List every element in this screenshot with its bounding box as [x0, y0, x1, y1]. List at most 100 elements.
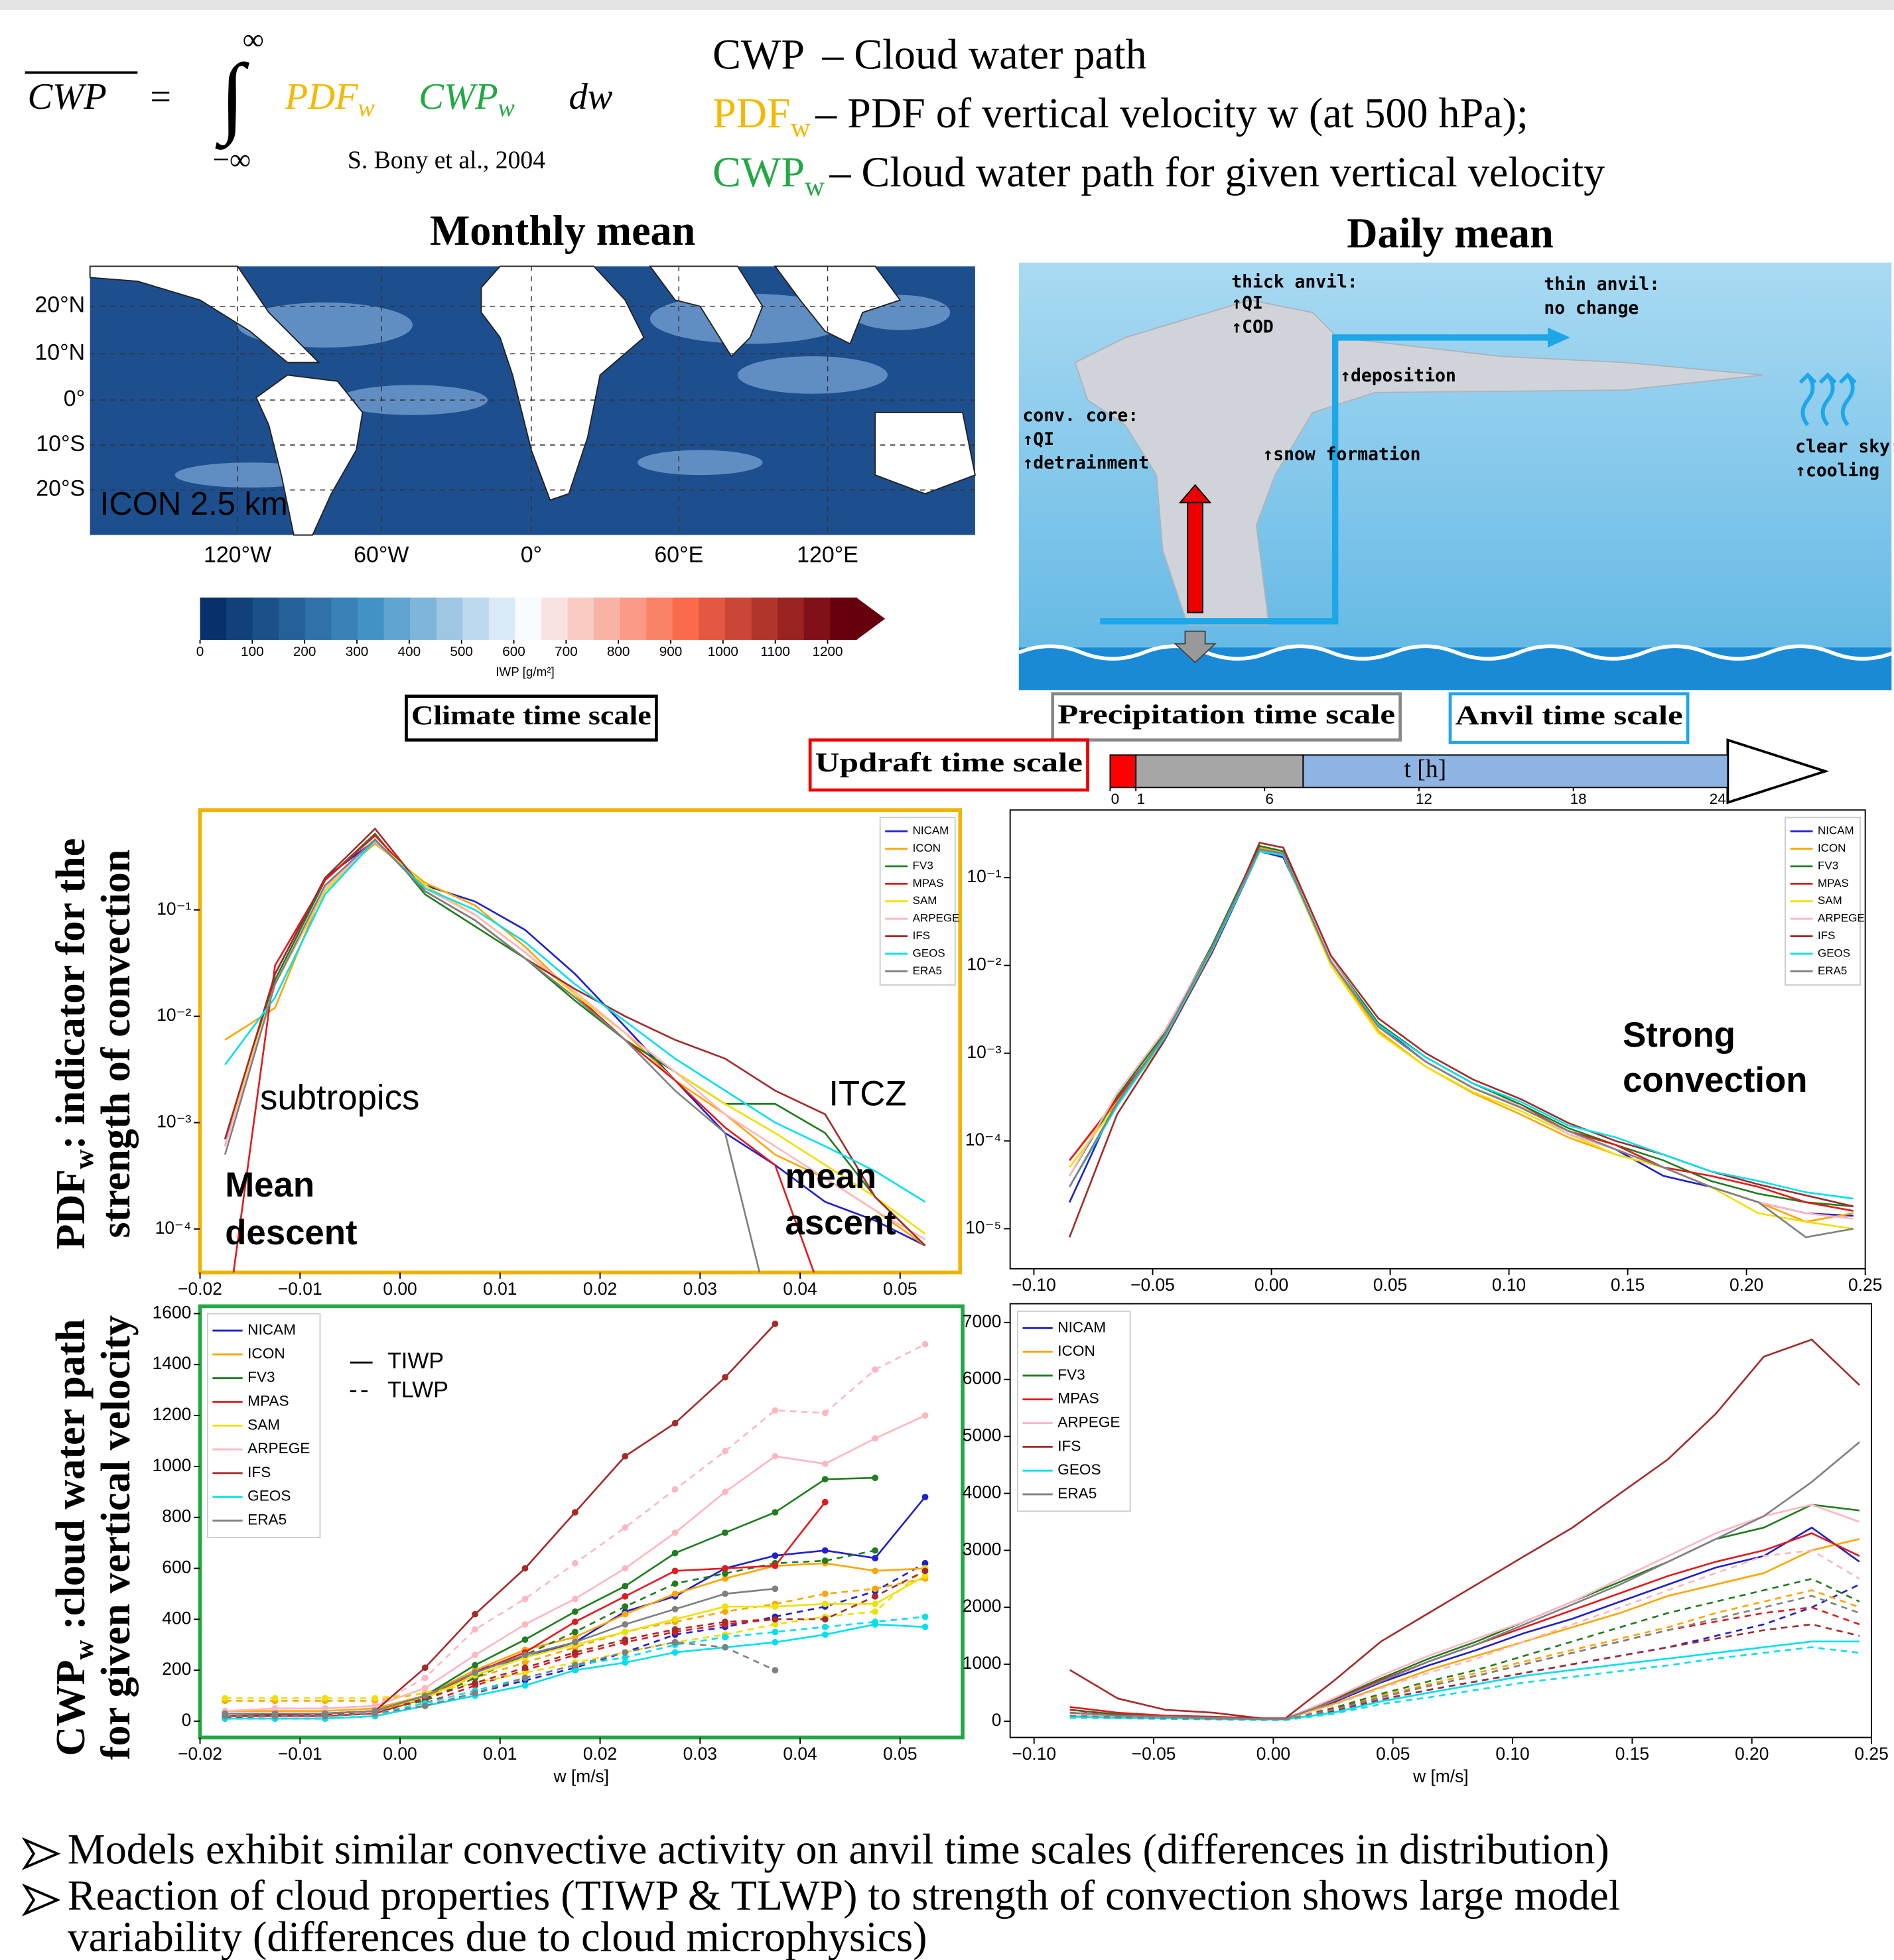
series-marker [571, 1634, 578, 1641]
clear-sky-arrow [1838, 372, 1857, 426]
timescale-label: Updraft time scale [815, 747, 1083, 777]
series-marker [421, 1702, 429, 1709]
annotation: mean [785, 1157, 876, 1196]
x-tick-label: 0.02 [583, 1744, 617, 1764]
map-ice-cloud [638, 450, 763, 476]
y-tick-label: 0 [992, 1710, 1002, 1730]
clear-sky-arrow [1818, 372, 1837, 426]
y-tick-label: 600 [162, 1557, 191, 1577]
cwp: CWP [419, 76, 498, 117]
legend-label: NICAM [1057, 1319, 1106, 1335]
colorbar-tick-label: 300 [346, 644, 369, 659]
lat-label: 10°S [36, 431, 85, 456]
series-line-dashed [225, 1577, 925, 1702]
x-tick-label: −0.10 [1012, 1275, 1056, 1295]
lat-label: 20°N [34, 293, 85, 318]
series-marker [772, 1616, 779, 1623]
series-marker [472, 1669, 479, 1676]
lon-label: 60°E [654, 543, 703, 568]
updraft-arrow [1187, 499, 1203, 614]
y-tick-label: 10⁻⁴ [965, 1130, 1002, 1149]
series-marker [921, 1623, 929, 1630]
series-marker [622, 1610, 629, 1618]
colorbar-cell [515, 597, 542, 640]
colorbar-tick-label: 0 [196, 644, 204, 659]
legend-label: FV3 [1818, 859, 1838, 872]
schematic-label: conv. core: [1023, 406, 1139, 426]
series-marker [571, 1662, 578, 1669]
annotation: ascent [785, 1203, 896, 1242]
definition-sub: w [791, 112, 811, 143]
series-marker [571, 1667, 578, 1674]
side-sub: w [68, 1149, 99, 1169]
series-marker [772, 1667, 779, 1674]
plot-frame [1009, 1303, 1873, 1738]
x-axis-label: w [m/s] [553, 1766, 610, 1786]
series-marker [671, 1649, 679, 1656]
side-label: PDFw: indicator for the [48, 838, 98, 1250]
x-tick-label: 0.25 [1854, 1744, 1888, 1764]
series-marker [271, 1705, 279, 1712]
series-marker [571, 1608, 578, 1615]
series-marker [722, 1570, 728, 1577]
side-text: : indicator for the [48, 838, 94, 1149]
legend-label: FV3 [247, 1369, 275, 1386]
series-marker [372, 1710, 379, 1717]
colorbar-cell [331, 597, 358, 640]
x-tick-label: 0.04 [783, 1744, 817, 1764]
x-tick-label: 0.01 [483, 1279, 517, 1299]
series-marker [571, 1649, 578, 1656]
series-marker [622, 1636, 629, 1643]
colorbar-cell [436, 597, 464, 640]
colorbar-tick-label: 500 [450, 644, 473, 659]
bullet-text: Reaction of cloud properties (TIWP & TLW… [68, 1872, 1621, 1919]
formula-lhs: CWP [27, 76, 106, 117]
legend-box [1017, 1310, 1131, 1512]
colorbar-cell [226, 597, 253, 640]
x-tick-label: −0.01 [278, 1744, 322, 1764]
legend-label: ICON [247, 1345, 285, 1362]
schematic-label: ↑deposition [1340, 366, 1456, 386]
colorbar-cell [567, 597, 595, 640]
x-tick-label: −0.10 [1012, 1744, 1056, 1764]
side-label: for given vertical velocity [94, 1315, 139, 1760]
series-marker [421, 1664, 429, 1671]
side-sub: w [68, 1640, 99, 1660]
series-marker [571, 1595, 578, 1602]
y-tick-label: 200 [162, 1659, 191, 1679]
series-marker [671, 1638, 679, 1646]
series-marker [772, 1562, 779, 1569]
series-marker [772, 1603, 779, 1610]
formula-dw: dw [569, 76, 612, 117]
series-marker [521, 1669, 529, 1676]
x-tick-label: −0.02 [178, 1279, 222, 1299]
definition: PDFw – PDF of vertical velocity w (at 500… [712, 90, 1528, 143]
series-marker [722, 1618, 728, 1626]
pdf: PDF [285, 76, 358, 117]
series-marker [772, 1320, 779, 1327]
anvil-arrowhead [1547, 327, 1570, 348]
legend-label: MPAS [247, 1392, 289, 1409]
series-marker [872, 1366, 879, 1373]
annotation: Strong [1623, 1015, 1735, 1055]
side-term: CWP [48, 1660, 94, 1756]
bullet-marker [21, 1883, 61, 1917]
series-line [224, 839, 926, 1235]
series-marker [921, 1412, 929, 1419]
series-line [1069, 850, 1854, 1200]
legend-label: ARPEGE [247, 1440, 310, 1457]
x-tick-label: 0.25 [1848, 1275, 1882, 1295]
updraft-arrowhead [1178, 484, 1212, 503]
series-marker [622, 1565, 629, 1572]
y-tick-label: 10⁻¹ [157, 899, 191, 919]
colorbar-arrow [856, 597, 886, 640]
series-marker [722, 1603, 728, 1610]
formula-pdf: PDFw [285, 76, 375, 122]
legend-label: FV3 [913, 859, 933, 872]
legend-label: IFS [1057, 1437, 1081, 1454]
sea [1018, 647, 1892, 690]
series-marker [622, 1453, 629, 1460]
series-line [224, 838, 761, 1273]
series-marker [722, 1488, 728, 1496]
timeline-tick-label: 12 [1416, 791, 1432, 807]
